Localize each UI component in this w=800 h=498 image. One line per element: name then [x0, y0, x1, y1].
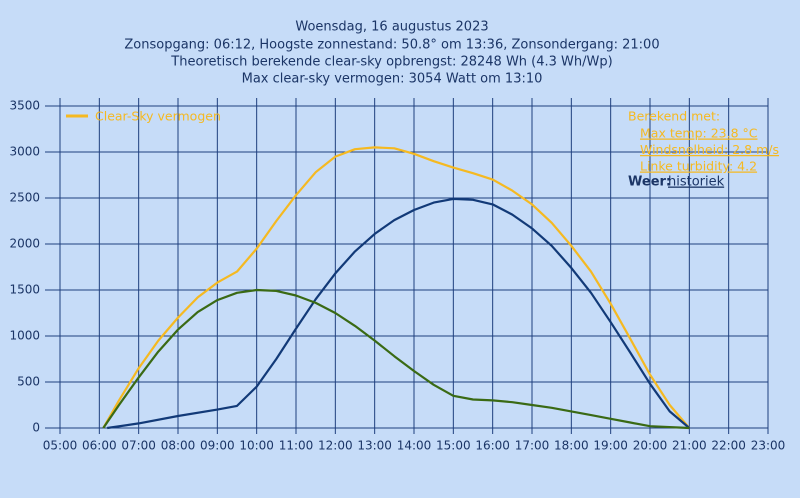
- y-tick-label: 2000: [9, 237, 40, 251]
- subtitle: Max clear-sky vermogen: 3054 Watt om 13:…: [242, 72, 543, 87]
- series-line: [102, 146, 691, 429]
- subtitle: Theoretisch berekende clear-sky opbrengs…: [170, 55, 612, 70]
- y-tick-label: 3500: [9, 99, 40, 113]
- series-line: [107, 197, 691, 430]
- x-tick-label: 20:00: [633, 439, 668, 453]
- x-tick-label: 09:00: [200, 439, 235, 453]
- x-tick-label: 07:00: [121, 439, 156, 453]
- weather-label: Weer:: [628, 175, 671, 190]
- x-tick-label: 18:00: [554, 439, 589, 453]
- subtitle: Zonsopgang: 06:12, Hoogste zonnestand: 5…: [124, 38, 659, 53]
- y-tick-label: 1500: [9, 283, 40, 297]
- y-tick-label: 500: [17, 375, 40, 389]
- chart-title: Woensdag, 16 augustus 2023: [295, 20, 488, 35]
- y-tick-label: 0: [32, 421, 40, 435]
- x-tick-label: 13:00: [357, 439, 392, 453]
- x-tick-label: 06:00: [82, 439, 117, 453]
- x-tick-label: 14:00: [397, 439, 432, 453]
- x-tick-label: 23:00: [751, 439, 786, 453]
- legend-label: Clear-Sky vermogen: [95, 109, 221, 124]
- x-tick-label: 19:00: [593, 439, 628, 453]
- series-line: [102, 288, 690, 430]
- x-tick-label: 12:00: [318, 439, 353, 453]
- annotation-item: Linke turbidity: 4.2: [640, 159, 757, 174]
- x-tick-label: 05:00: [43, 439, 78, 453]
- x-tick-label: 22:00: [711, 439, 746, 453]
- x-tick-label: 08:00: [161, 439, 196, 453]
- x-tick-label: 11:00: [279, 439, 314, 453]
- x-tick-label: 15:00: [436, 439, 471, 453]
- y-tick-label: 1000: [9, 329, 40, 343]
- x-tick-label: 10:00: [239, 439, 274, 453]
- y-tick-label: 3000: [9, 145, 40, 159]
- y-tick-label: 2500: [9, 191, 40, 205]
- annotation-item: Max temp: 23.8 °C: [640, 126, 758, 141]
- weather-link[interactable]: historiek: [668, 175, 725, 190]
- annotation-item: Windsnelheid: 2.8 m/s: [640, 142, 779, 157]
- x-tick-label: 21:00: [672, 439, 707, 453]
- x-tick-label: 17:00: [515, 439, 550, 453]
- x-tick-label: 16:00: [475, 439, 510, 453]
- annotation-heading: Berekend met:: [628, 109, 720, 124]
